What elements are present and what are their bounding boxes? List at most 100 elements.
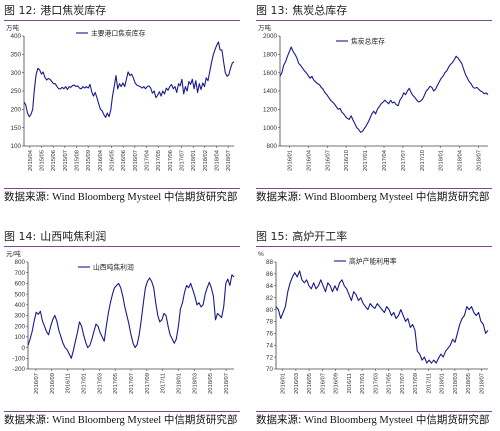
title-rule bbox=[256, 20, 492, 21]
chart-blast-furnace-utilization: % 70 72 74 76 78 80 82 84 86 88 2016/01 2016/03 2016/… bbox=[258, 251, 489, 394]
legend-label: 焦炭总库存 bbox=[351, 36, 385, 45]
source-providers: Wind Bloomberg Mysteel bbox=[52, 192, 162, 203]
figure-title: 山西吨焦利润 bbox=[40, 230, 107, 243]
x-tick-label: 2016/01 bbox=[287, 150, 293, 171]
source-rule bbox=[256, 188, 492, 189]
source-org: 中信期货研究部 bbox=[163, 191, 238, 203]
x-tick-label: 2018/05 bbox=[208, 373, 214, 394]
x-tick-label: 2016/11 bbox=[347, 373, 353, 394]
x-tick-label: 2016/10 bbox=[344, 150, 350, 171]
legend-label: 高炉产能利用率 bbox=[349, 256, 397, 265]
chart-total-coke-inventory: 万吨 800 1000 1200 1400 1600 1800 2000 2016/01 2016… bbox=[258, 23, 489, 171]
title-rule bbox=[4, 246, 240, 247]
x-tick-label: 2018/07 bbox=[477, 150, 483, 171]
y-tick-label: 150 bbox=[10, 125, 21, 132]
y-tick-label: 100 bbox=[10, 143, 21, 150]
source-label: 数据来源: bbox=[4, 191, 50, 203]
y-tick-label: 400 bbox=[10, 33, 21, 40]
y-tick-label: 78 bbox=[266, 319, 274, 326]
x-tick-label: 2018/02 bbox=[203, 150, 209, 171]
x-tick-label: 2015/07 bbox=[63, 150, 69, 171]
y-tick-label: 1800 bbox=[263, 52, 278, 59]
source-org: 中信期货研究部 bbox=[415, 414, 490, 426]
source-providers: Wind Bloomberg Mysteel bbox=[52, 415, 162, 426]
series-line bbox=[27, 274, 235, 359]
panel-title: 图 14: 山西吨焦利润 bbox=[4, 228, 110, 246]
legend-label: 主要港口焦炭库存 bbox=[91, 28, 146, 37]
figure-label: 图 15: bbox=[256, 230, 289, 243]
x-tick-label: 2016/07 bbox=[34, 373, 40, 394]
y-tick-label: 100 bbox=[14, 334, 25, 341]
y-tick-label: 70 bbox=[266, 366, 274, 373]
source-rule bbox=[4, 411, 240, 412]
x-tick-label: 2017/07 bbox=[129, 373, 135, 394]
x-tick-label: 2017/01 bbox=[363, 150, 369, 171]
y-tick-label: 76 bbox=[266, 331, 274, 338]
x-tick-label: 2016/03 bbox=[294, 373, 300, 394]
panel-port-coke-inventory: 图 12: 港口焦炭库存 万吨 100 150 200 250 300 350 400 2015/… bbox=[4, 2, 244, 206]
y-tick-label: 0 bbox=[21, 345, 25, 352]
x-tick-label: 2015/06 bbox=[51, 150, 57, 171]
y-tick-label: 1600 bbox=[263, 70, 278, 77]
x-tick-label: 2017/07 bbox=[400, 373, 406, 394]
x-tick-label: 2018/04 bbox=[458, 149, 464, 171]
x-tick-label: 2015/05 bbox=[40, 150, 46, 171]
x-tick-label: 2017/01 bbox=[360, 373, 366, 394]
x-tick-label: 2017/04 bbox=[145, 149, 151, 171]
y-tick-label: 88 bbox=[266, 259, 274, 266]
y-tick-label: 86 bbox=[266, 271, 274, 278]
y-tick-label: 1400 bbox=[263, 88, 278, 95]
x-tick-label: 2016/07 bbox=[325, 150, 331, 171]
source-label: 数据来源: bbox=[256, 191, 302, 203]
y-tick-label: 1000 bbox=[263, 125, 278, 132]
y-tick-label: 800 bbox=[14, 259, 25, 266]
panel-blast-furnace-utilization: 图 15: 高炉开工率 % 70 72 74 76 78 80 82 84 86 88 2016/01 2… bbox=[256, 228, 496, 431]
x-tick-label: 2017/11 bbox=[161, 373, 167, 394]
source-note: 数据来源: Wind Bloomberg Mysteel 中信期货研究部 bbox=[4, 190, 237, 204]
y-tick-label: 250 bbox=[10, 88, 21, 95]
x-tick-label: 2018/07 bbox=[224, 373, 230, 394]
chart-port-coke-inventory: 万吨 100 150 200 250 300 350 400 2015/04 2015/05 201… bbox=[6, 23, 235, 171]
chart-shanxi-coke-profit: 元/吨 -200 -100 0 100 200 300 400 500 600 700 800 2016… bbox=[6, 249, 235, 394]
x-tick-label: 2017/09 bbox=[145, 373, 151, 394]
series-line bbox=[23, 41, 235, 118]
x-tick-label: 2018/01 bbox=[439, 150, 445, 171]
x-tick-label: 2016/09 bbox=[334, 373, 340, 394]
x-tick-label: 2017/09 bbox=[413, 373, 419, 394]
x-tick-label: 2017/03 bbox=[97, 373, 103, 394]
unit-label: 万吨 bbox=[258, 23, 272, 32]
y-tick-label: -200 bbox=[12, 366, 25, 373]
x-tick-label: 2016/07 bbox=[133, 150, 139, 171]
source-note: 数据来源: Wind Bloomberg Mysteel 中信期货研究部 bbox=[256, 190, 489, 204]
y-tick-label: 84 bbox=[266, 283, 274, 290]
x-tick-label: 2018/01 bbox=[177, 373, 183, 394]
y-tick-label: 82 bbox=[266, 295, 274, 302]
title-rule bbox=[4, 20, 240, 21]
y-tick-label: 400 bbox=[14, 302, 25, 309]
x-tick-label: 2017/01 bbox=[81, 373, 87, 394]
y-tick-label: 700 bbox=[14, 270, 25, 277]
source-rule bbox=[256, 411, 492, 412]
source-label: 数据来源: bbox=[4, 414, 50, 426]
x-tick-label: 2018/07 bbox=[226, 150, 232, 171]
x-tick-label: 2018/01 bbox=[440, 373, 446, 394]
y-tick-label: 200 bbox=[10, 107, 21, 114]
panel-shanxi-coke-profit: 图 14: 山西吨焦利润 元/吨 -200 -100 0 100 200 300 400 500 6… bbox=[4, 228, 244, 431]
panel-total-coke-inventory: 图 13: 焦炭总库存 万吨 800 1000 1200 1400 1600 1800 2000… bbox=[256, 2, 496, 206]
x-tick-label: 2016/06 bbox=[121, 150, 127, 171]
y-tick-label: 500 bbox=[14, 291, 25, 298]
series-line bbox=[279, 46, 489, 133]
x-tick-label: 2016/04 bbox=[306, 149, 312, 171]
figure-label: 图 14: bbox=[4, 230, 37, 243]
y-tick-label: 80 bbox=[266, 307, 274, 314]
x-tick-label: 2017/07 bbox=[180, 150, 186, 171]
panel-title: 图 13: 焦炭总库存 bbox=[256, 2, 351, 20]
x-tick-label: 2016/05 bbox=[110, 150, 116, 171]
x-tick-label: 2018/05 bbox=[466, 373, 472, 394]
source-org: 中信期货研究部 bbox=[163, 414, 238, 426]
source-note: 数据来源: Wind Bloomberg Mysteel 中信期货研究部 bbox=[4, 413, 237, 427]
x-tick-label: 2016/05 bbox=[307, 373, 313, 394]
x-tick-label: 2018/07 bbox=[479, 373, 485, 394]
title-rule bbox=[256, 246, 492, 247]
x-tick-label: 2017/06 bbox=[168, 150, 174, 171]
